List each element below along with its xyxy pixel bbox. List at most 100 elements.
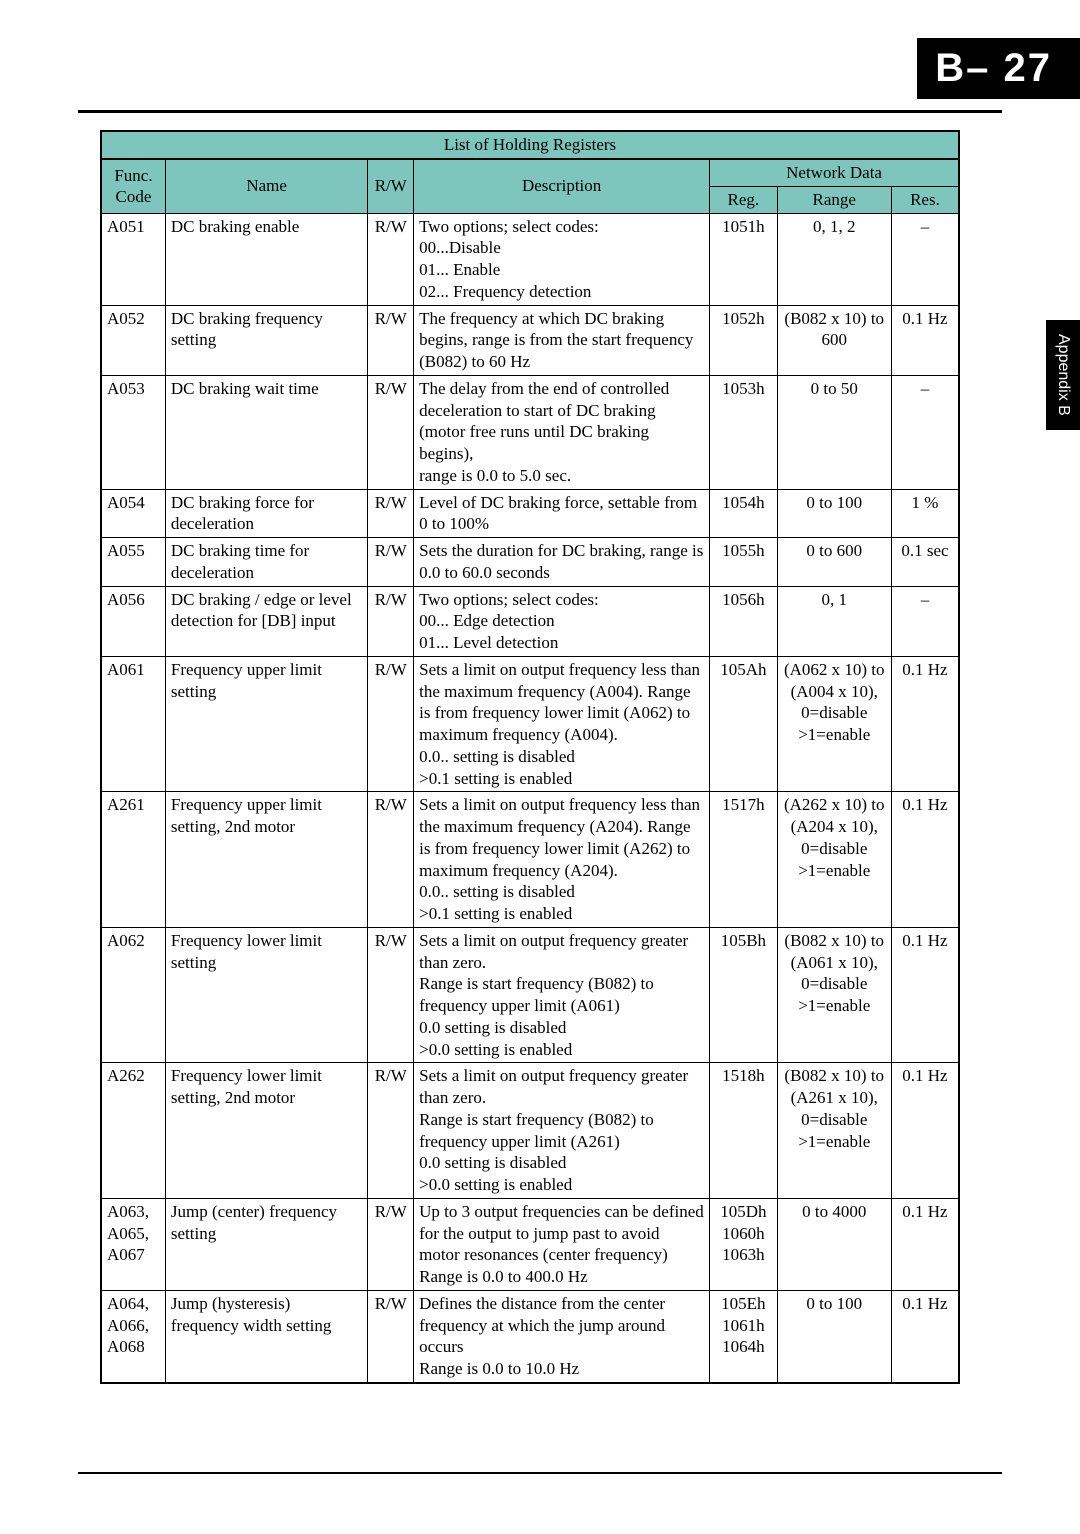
table-cell: (A262 x 10) to (A204 x 10), 0=disable >1… <box>777 792 891 928</box>
table-cell: R/W <box>368 375 414 489</box>
col-header-name: Name <box>165 159 368 213</box>
table-cell: R/W <box>368 586 414 656</box>
table-cell: 0 to 4000 <box>777 1198 891 1290</box>
table-cell: – <box>891 375 959 489</box>
table-cell: A054 <box>101 489 165 538</box>
table-cell: 0.1 sec <box>891 538 959 587</box>
page-number-badge: B– 27 <box>917 38 1080 99</box>
table-cell: 0.1 Hz <box>891 927 959 1063</box>
bottom-horizontal-rule <box>78 1472 1002 1474</box>
table-cell: R/W <box>368 1290 414 1383</box>
register-table-container: List of Holding Registers Func. Code Nam… <box>100 130 960 1384</box>
table-cell: DC braking enable <box>165 213 368 305</box>
table-cell: 0.1 Hz <box>891 1290 959 1383</box>
table-cell: 0.1 Hz <box>891 792 959 928</box>
table-row: A062Frequency lower limit settingR/WSets… <box>101 927 959 1063</box>
table-cell: 1051h <box>710 213 778 305</box>
table-cell: R/W <box>368 538 414 587</box>
table-cell: 0, 1 <box>777 586 891 656</box>
table-cell: Jump (hysteresis) frequency width settin… <box>165 1290 368 1383</box>
table-cell: The frequency at which DC braking begins… <box>414 305 710 375</box>
table-row: A061Frequency upper limit settingR/WSets… <box>101 656 959 792</box>
table-cell: 1 % <box>891 489 959 538</box>
table-cell: A055 <box>101 538 165 587</box>
table-cell: R/W <box>368 305 414 375</box>
table-cell: 1518h <box>710 1063 778 1199</box>
table-cell: R/W <box>368 1063 414 1199</box>
table-cell: Sets a limit on output frequency greater… <box>414 1063 710 1199</box>
col-header-range: Range <box>777 186 891 213</box>
col-header-rw: R/W <box>368 159 414 213</box>
table-cell: A063, A065, A067 <box>101 1198 165 1290</box>
table-cell: DC braking / edge or level detection for… <box>165 586 368 656</box>
table-cell: 0 to 600 <box>777 538 891 587</box>
table-row: A056DC braking / edge or level detection… <box>101 586 959 656</box>
table-cell: A062 <box>101 927 165 1063</box>
col-header-network-data: Network Data <box>710 159 959 186</box>
col-header-reg: Reg. <box>710 186 778 213</box>
table-cell: Up to 3 output frequencies can be define… <box>414 1198 710 1290</box>
holding-registers-table: Func. Code Name R/W Description Network … <box>100 158 960 1384</box>
table-cell: Jump (center) frequency setting <box>165 1198 368 1290</box>
table-cell: (B082 x 10) to (A261 x 10), 0=disable >1… <box>777 1063 891 1199</box>
table-cell: 105Eh 1061h 1064h <box>710 1290 778 1383</box>
table-cell: R/W <box>368 927 414 1063</box>
table-cell: 1056h <box>710 586 778 656</box>
col-header-res: Res. <box>891 186 959 213</box>
table-cell: A261 <box>101 792 165 928</box>
table-cell: A064, A066, A068 <box>101 1290 165 1383</box>
table-row: A055DC braking time for decelerationR/WS… <box>101 538 959 587</box>
table-cell: 0 to 100 <box>777 489 891 538</box>
table-cell: 105Ah <box>710 656 778 792</box>
table-cell: R/W <box>368 489 414 538</box>
table-cell: 1052h <box>710 305 778 375</box>
table-cell: Sets a limit on output frequency less th… <box>414 656 710 792</box>
table-cell: Defines the distance from the center fre… <box>414 1290 710 1383</box>
table-cell: (A062 x 10) to (A004 x 10), 0=disable >1… <box>777 656 891 792</box>
table-cell: 0, 1, 2 <box>777 213 891 305</box>
table-cell: Frequency upper limit setting <box>165 656 368 792</box>
table-cell: R/W <box>368 1198 414 1290</box>
table-cell: 0.1 Hz <box>891 656 959 792</box>
table-cell: R/W <box>368 792 414 928</box>
table-cell: 1517h <box>710 792 778 928</box>
table-cell: 0 to 50 <box>777 375 891 489</box>
table-row: A261Frequency upper limit setting, 2nd m… <box>101 792 959 928</box>
table-cell: A262 <box>101 1063 165 1199</box>
table-cell: – <box>891 586 959 656</box>
table-cell: Frequency lower limit setting, 2nd motor <box>165 1063 368 1199</box>
table-cell: 0 to 100 <box>777 1290 891 1383</box>
table-cell: A052 <box>101 305 165 375</box>
table-cell: The delay from the end of controlled dec… <box>414 375 710 489</box>
table-cell: (B082 x 10) to (A061 x 10), 0=disable >1… <box>777 927 891 1063</box>
table-cell: 1054h <box>710 489 778 538</box>
table-cell: 0.1 Hz <box>891 1198 959 1290</box>
table-cell: DC braking frequency setting <box>165 305 368 375</box>
col-header-description: Description <box>414 159 710 213</box>
table-cell: Sets a limit on output frequency less th… <box>414 792 710 928</box>
table-cell: 0.1 Hz <box>891 1063 959 1199</box>
table-cell: A056 <box>101 586 165 656</box>
table-cell: 1055h <box>710 538 778 587</box>
table-cell: A061 <box>101 656 165 792</box>
table-cell: 1053h <box>710 375 778 489</box>
table-cell: DC braking time for deceleration <box>165 538 368 587</box>
top-horizontal-rule <box>78 110 1002 113</box>
table-row: A052DC braking frequency settingR/WThe f… <box>101 305 959 375</box>
table-cell: Frequency upper limit setting, 2nd motor <box>165 792 368 928</box>
table-cell: A053 <box>101 375 165 489</box>
table-cell: DC braking wait time <box>165 375 368 489</box>
table-cell: – <box>891 213 959 305</box>
table-cell: Sets a limit on output frequency greater… <box>414 927 710 1063</box>
table-row: A063, A065, A067Jump (center) frequency … <box>101 1198 959 1290</box>
table-cell: Level of DC braking force, settable from… <box>414 489 710 538</box>
table-row: A051DC braking enableR/WTwo options; sel… <box>101 213 959 305</box>
table-cell: DC braking force for deceleration <box>165 489 368 538</box>
table-cell: R/W <box>368 656 414 792</box>
table-row: A262Frequency lower limit setting, 2nd m… <box>101 1063 959 1199</box>
appendix-side-tab: Appendix B <box>1046 320 1080 430</box>
table-cell: Sets the duration for DC braking, range … <box>414 538 710 587</box>
col-header-func-code: Func. Code <box>101 159 165 213</box>
table-cell: (B082 x 10) to 600 <box>777 305 891 375</box>
table-cell: 105Bh <box>710 927 778 1063</box>
